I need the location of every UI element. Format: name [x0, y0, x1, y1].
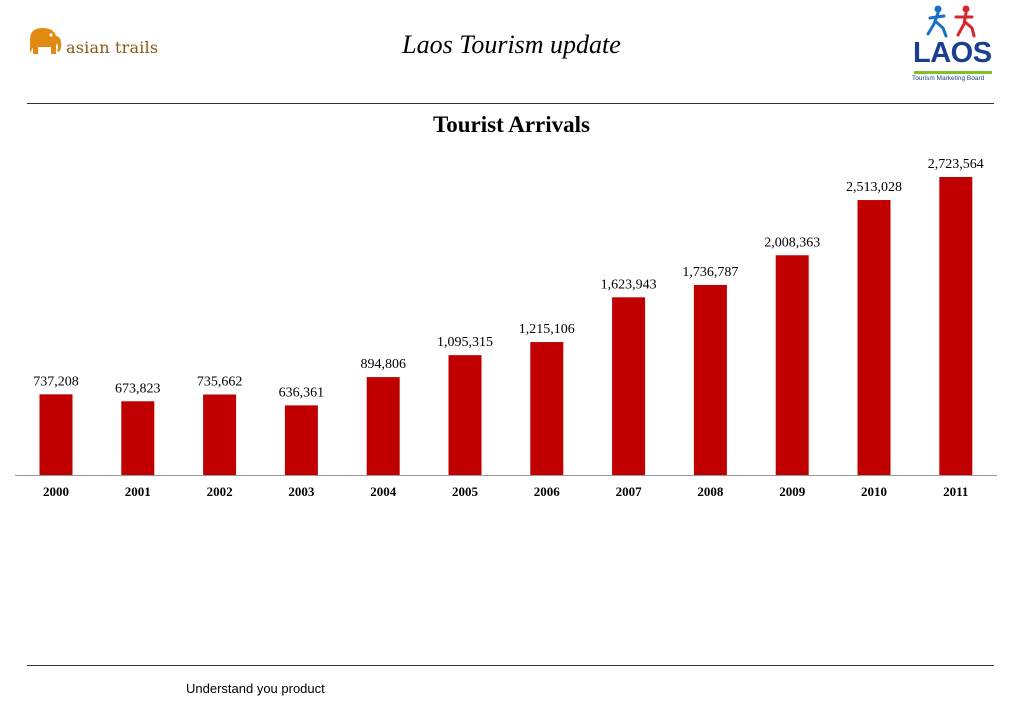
category-label-2004: 2004 — [370, 484, 397, 499]
bar-2008 — [693, 284, 727, 475]
bar-2000 — [39, 394, 73, 475]
category-label-2009: 2009 — [779, 484, 806, 499]
value-label-2001: 673,823 — [115, 381, 161, 396]
page-title: Laos Tourism update — [402, 30, 621, 59]
logo-tagline: Tourism Marketing Board — [912, 75, 985, 82]
value-label-2004: 894,806 — [360, 357, 406, 372]
value-label-2000: 737,208 — [33, 374, 79, 389]
value-label-2011: 2,723,564 — [928, 157, 984, 172]
footer-text: Understand you product — [186, 681, 325, 696]
logo-accent-line — [914, 71, 992, 74]
category-label-2011: 2011 — [943, 484, 968, 499]
value-label-2009: 2,008,363 — [764, 235, 820, 250]
category-label-2002: 2002 — [207, 484, 233, 499]
laos-tourism-logo: LAOS Tourism Marketing Board — [910, 4, 996, 86]
laos-logo-text: LAOS — [913, 37, 992, 69]
bar-2004 — [366, 377, 400, 475]
category-label-2010: 2010 — [861, 484, 887, 499]
bar-2007 — [612, 297, 646, 475]
bar-2003 — [284, 405, 318, 475]
bar-2009 — [775, 255, 809, 475]
category-label-2007: 2007 — [616, 484, 643, 499]
category-label-2008: 2008 — [697, 484, 724, 499]
bar-2006 — [530, 342, 564, 475]
asian-trails-text: asian trails — [66, 38, 159, 57]
category-label-2003: 2003 — [288, 484, 315, 499]
bar-2005 — [448, 355, 482, 475]
category-label-2001: 2001 — [125, 484, 151, 499]
value-label-2003: 636,361 — [279, 385, 325, 400]
asian-trails-logo: asian trails — [24, 18, 158, 64]
value-label-2010: 2,513,028 — [846, 180, 902, 195]
value-label-2002: 735,662 — [197, 375, 243, 390]
bar-2002 — [203, 394, 237, 475]
value-label-2005: 1,095,315 — [437, 335, 493, 350]
value-label-2007: 1,623,943 — [601, 277, 657, 292]
bar-2010 — [857, 200, 891, 475]
category-label-2005: 2005 — [452, 484, 479, 499]
header-divider — [27, 103, 994, 104]
people-icon — [926, 5, 976, 38]
category-label-2006: 2006 — [534, 484, 561, 499]
value-label-2006: 1,215,106 — [519, 322, 575, 337]
footer-divider — [27, 665, 994, 666]
category-label-2000: 2000 — [43, 484, 69, 499]
bar-2011 — [939, 177, 973, 475]
chart-title: Tourist Arrivals — [433, 112, 590, 137]
elephant-icon — [30, 28, 62, 54]
bar-2001 — [121, 401, 155, 475]
value-label-2008: 1,736,787 — [682, 265, 738, 280]
